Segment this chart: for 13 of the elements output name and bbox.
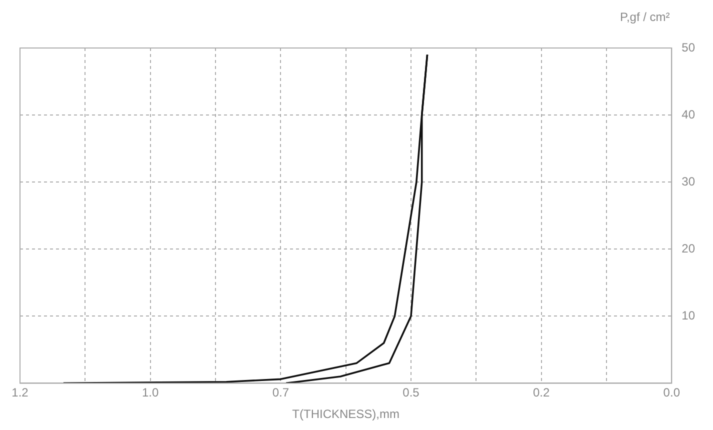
y-tick-label: 10 bbox=[682, 308, 696, 322]
x-tick-label: 0.7 bbox=[272, 386, 290, 400]
x-axis-title: T(THICKNESS),mm bbox=[292, 407, 400, 422]
y-tick-label: 40 bbox=[682, 107, 696, 122]
x-tick-label: 0.0 bbox=[663, 386, 680, 400]
x-tick-label: 0.2 bbox=[532, 386, 550, 400]
y-tick-label: 30 bbox=[682, 174, 696, 188]
y-tick-label: 50 bbox=[682, 40, 696, 54]
x-tick-label: 1.2 bbox=[12, 386, 29, 400]
x-tick-label: 1.0 bbox=[142, 386, 159, 400]
y-axis-title: P,gf / cm² bbox=[620, 10, 670, 24]
x-tick-label: 0.5 bbox=[402, 386, 420, 400]
y-tick-label: 20 bbox=[682, 241, 696, 256]
